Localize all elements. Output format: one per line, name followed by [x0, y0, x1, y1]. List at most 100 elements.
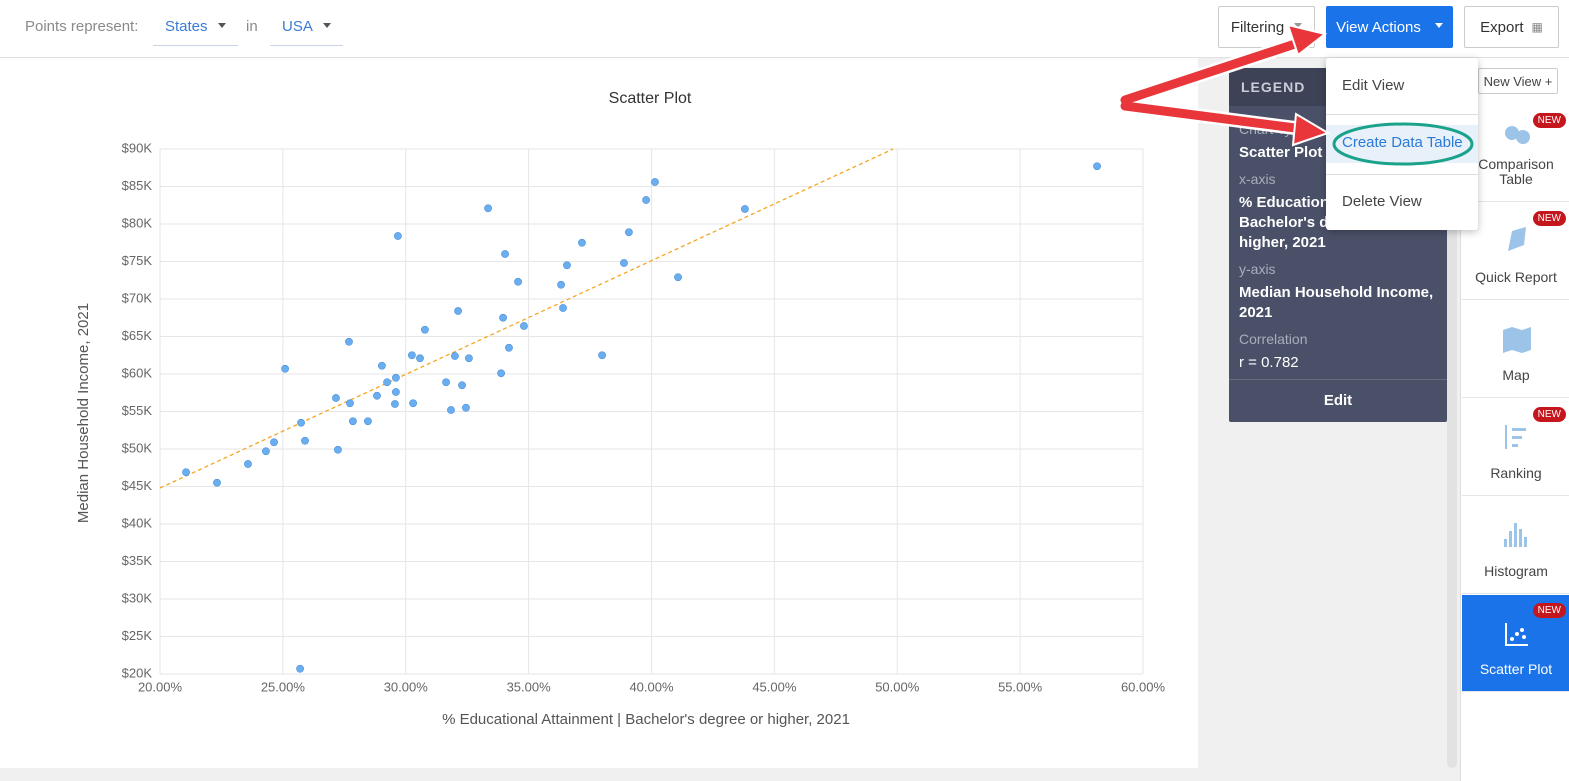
data-point: [559, 304, 567, 312]
view-sidebar: New View + NEW Comparison Table NEW Quick …: [1460, 58, 1569, 781]
filtering-text: Filtering: [1230, 18, 1285, 36]
legend-edit[interactable]: Edit: [1229, 379, 1447, 422]
view-item[interactable]: Histogram: [1462, 497, 1569, 594]
new-badge: NEW: [1532, 603, 1566, 618]
menu-item[interactable]: Create Data Table: [1342, 134, 1463, 151]
y-tick-label: $85K: [122, 178, 153, 193]
view-actions-menu: Edit View Create Data Table Delete View: [1326, 58, 1478, 230]
export-button[interactable]: Export ▦: [1464, 6, 1559, 48]
data-point: [332, 394, 340, 402]
data-point: [392, 388, 400, 396]
view-name: Map: [1502, 367, 1530, 383]
data-point: [270, 438, 278, 447]
data-point: [514, 277, 522, 286]
view-name: Scatter Plot: [1479, 661, 1553, 677]
new-view-button[interactable]: New View +: [1478, 68, 1558, 94]
data-point: [393, 232, 402, 240]
x-tick-label: 45.00%: [752, 679, 797, 694]
filtering-button[interactable]: Filtering: [1218, 6, 1315, 48]
view-item[interactable]: NEW Comparison Table: [1462, 105, 1569, 202]
data-point: [462, 403, 470, 412]
data-point: [442, 378, 450, 387]
x-tick-label: 50.00%: [875, 679, 920, 694]
menu-item[interactable]: Delete View: [1342, 193, 1422, 210]
chart-type-label: Chart Type: [1239, 121, 1308, 137]
data-point: [334, 445, 342, 454]
y-axis-label: Median Household Income, 2021: [75, 303, 92, 523]
data-point: [499, 313, 507, 322]
view-item-active[interactable]: NEW Scatter Plot: [1462, 595, 1569, 692]
data-point: [296, 664, 304, 673]
data-point: [624, 228, 633, 237]
view-name: Histogram: [1484, 563, 1548, 579]
y-tick-label: $35K: [122, 553, 153, 568]
data-point: [383, 378, 391, 387]
data-point: [378, 361, 386, 370]
view-name: Comparison Table: [1478, 156, 1554, 187]
in-label: in: [246, 18, 258, 35]
y-tick-label: $20K: [122, 665, 153, 680]
data-point: [297, 418, 305, 427]
menu-item[interactable]: Edit View: [1342, 77, 1405, 94]
new-badge: NEW: [1532, 211, 1566, 226]
data-point: [450, 352, 459, 360]
chart-panel: [0, 58, 1198, 768]
data-point: [501, 250, 509, 258]
y-tick-label: $40K: [122, 515, 153, 530]
data-point: [642, 196, 650, 204]
data-point: [281, 364, 289, 373]
new-view-text: New View: [1483, 74, 1542, 89]
data-point: [345, 337, 353, 346]
y-tick-label: $70K: [122, 290, 153, 305]
chart-type-value: Scatter Plot: [1239, 144, 1323, 161]
view-name: Quick Report: [1475, 269, 1557, 285]
data-point: [391, 400, 399, 408]
data-point: [346, 399, 354, 408]
x-axis-legend-label: x-axis: [1239, 171, 1276, 187]
data-point: [421, 325, 429, 334]
data-point: [557, 280, 565, 289]
view-item[interactable]: NEW Ranking: [1462, 399, 1569, 496]
data-point: [364, 417, 372, 426]
data-point: [409, 399, 418, 408]
y-tick-label: $80K: [122, 215, 153, 230]
data-point: [373, 391, 381, 400]
y-tick-label: $65K: [122, 328, 153, 343]
data-point: [598, 351, 607, 360]
x-axis-label: % Educational Attainment | Bachelor's de…: [442, 711, 850, 728]
x-tick-label: 25.00%: [261, 679, 306, 694]
new-badge: NEW: [1532, 407, 1566, 422]
data-point: [182, 468, 190, 477]
scrollbar[interactable]: [1447, 68, 1457, 768]
data-point: [458, 381, 466, 390]
data-point: [497, 369, 506, 378]
data-point: [416, 354, 424, 363]
chart-title: Scatter Plot: [609, 90, 692, 107]
data-point: [213, 478, 221, 487]
view-item[interactable]: Map: [1462, 301, 1569, 398]
region-select[interactable]: USA: [270, 18, 343, 46]
view-name: Ranking: [1490, 465, 1542, 481]
data-point: [465, 354, 473, 363]
data-point: [447, 406, 455, 414]
data-point: [563, 261, 571, 270]
data-point: [262, 447, 270, 456]
correlation-value: r = 0.782: [1239, 354, 1299, 371]
chart: Scatter Plot % Educational Attainment | …: [75, 90, 1166, 728]
view-actions-button[interactable]: View Actions: [1326, 6, 1453, 48]
x-tick-label: 55.00%: [998, 679, 1043, 694]
x-tick-label: 60.00%: [1121, 679, 1166, 694]
data-point: [349, 417, 357, 426]
y-axis-legend-label: y-axis: [1239, 261, 1276, 277]
points-select[interactable]: States: [153, 18, 238, 46]
data-point: [578, 238, 586, 247]
data-point: [301, 436, 309, 445]
data-point: [407, 351, 416, 360]
y-tick-label: $55K: [122, 403, 153, 418]
data-point: [520, 322, 528, 330]
data-point: [392, 373, 400, 382]
data-point: [454, 307, 462, 315]
view-item[interactable]: NEW Quick Report: [1462, 203, 1569, 300]
data-point: [651, 178, 659, 186]
